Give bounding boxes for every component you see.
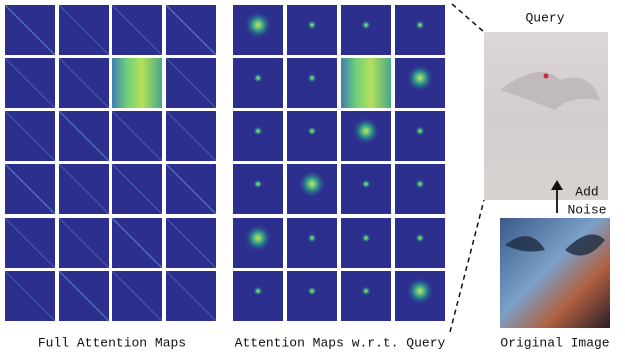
query-image bbox=[484, 32, 608, 200]
attention-spot bbox=[406, 64, 434, 92]
attention-tile bbox=[341, 58, 391, 108]
attention-spot bbox=[253, 286, 263, 296]
attention-spot bbox=[406, 277, 434, 305]
figure: Query Add Noise Full Attention Maps Atte… bbox=[0, 0, 625, 358]
caption: Full Attention Maps bbox=[38, 335, 186, 350]
attention-spot bbox=[307, 286, 317, 296]
attention-tiles bbox=[5, 5, 445, 321]
connector bbox=[452, 4, 484, 32]
attention-spot bbox=[307, 20, 317, 30]
attention-spot bbox=[361, 233, 371, 243]
attention-spot bbox=[298, 170, 326, 198]
attention-spot bbox=[253, 179, 263, 189]
caption: Original Image bbox=[500, 335, 609, 350]
attention-spot bbox=[361, 286, 371, 296]
attention-spot bbox=[253, 73, 263, 83]
noise-label: Add bbox=[575, 184, 598, 199]
noise-label: Noise bbox=[567, 202, 606, 217]
attention-spot bbox=[415, 20, 425, 30]
attention-tile bbox=[112, 58, 162, 108]
attention-spot bbox=[361, 179, 371, 189]
attention-spot bbox=[307, 126, 317, 136]
attention-spot bbox=[307, 73, 317, 83]
attention-spot bbox=[307, 233, 317, 243]
attention-spot bbox=[244, 11, 272, 39]
attention-spot bbox=[361, 20, 371, 30]
connector bbox=[450, 200, 484, 332]
attention-spot bbox=[415, 233, 425, 243]
attention-spot bbox=[253, 126, 263, 136]
attention-spot bbox=[244, 224, 272, 252]
attention-spot bbox=[352, 117, 380, 145]
query-label: Query bbox=[525, 10, 564, 25]
query-point bbox=[544, 74, 549, 79]
caption: Attention Maps w.r.t. Query bbox=[235, 335, 446, 350]
attention-spot bbox=[415, 179, 425, 189]
attention-spot bbox=[415, 126, 425, 136]
